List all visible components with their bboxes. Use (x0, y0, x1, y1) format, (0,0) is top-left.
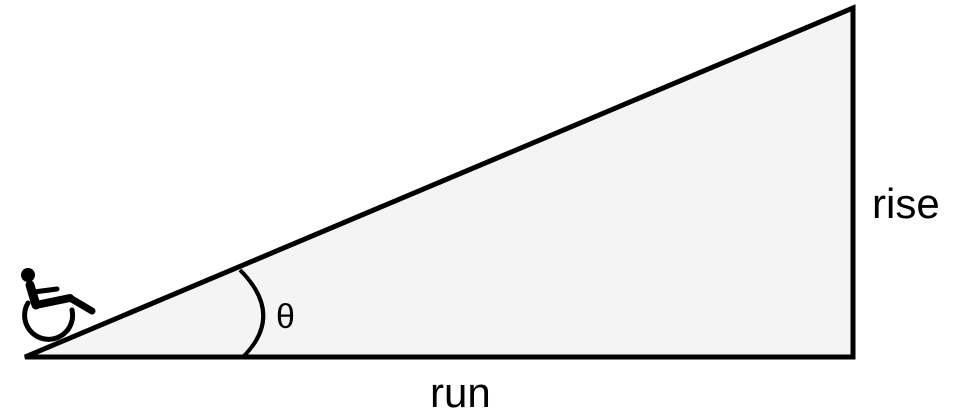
rise-label: rise (872, 180, 940, 227)
angle-theta-label: θ (276, 298, 295, 336)
ramp-triangle (24, 4, 856, 360)
wheelchair-icon (21, 268, 96, 342)
angle-arc (238, 268, 266, 359)
head (21, 268, 35, 282)
run-label: run (430, 369, 491, 416)
